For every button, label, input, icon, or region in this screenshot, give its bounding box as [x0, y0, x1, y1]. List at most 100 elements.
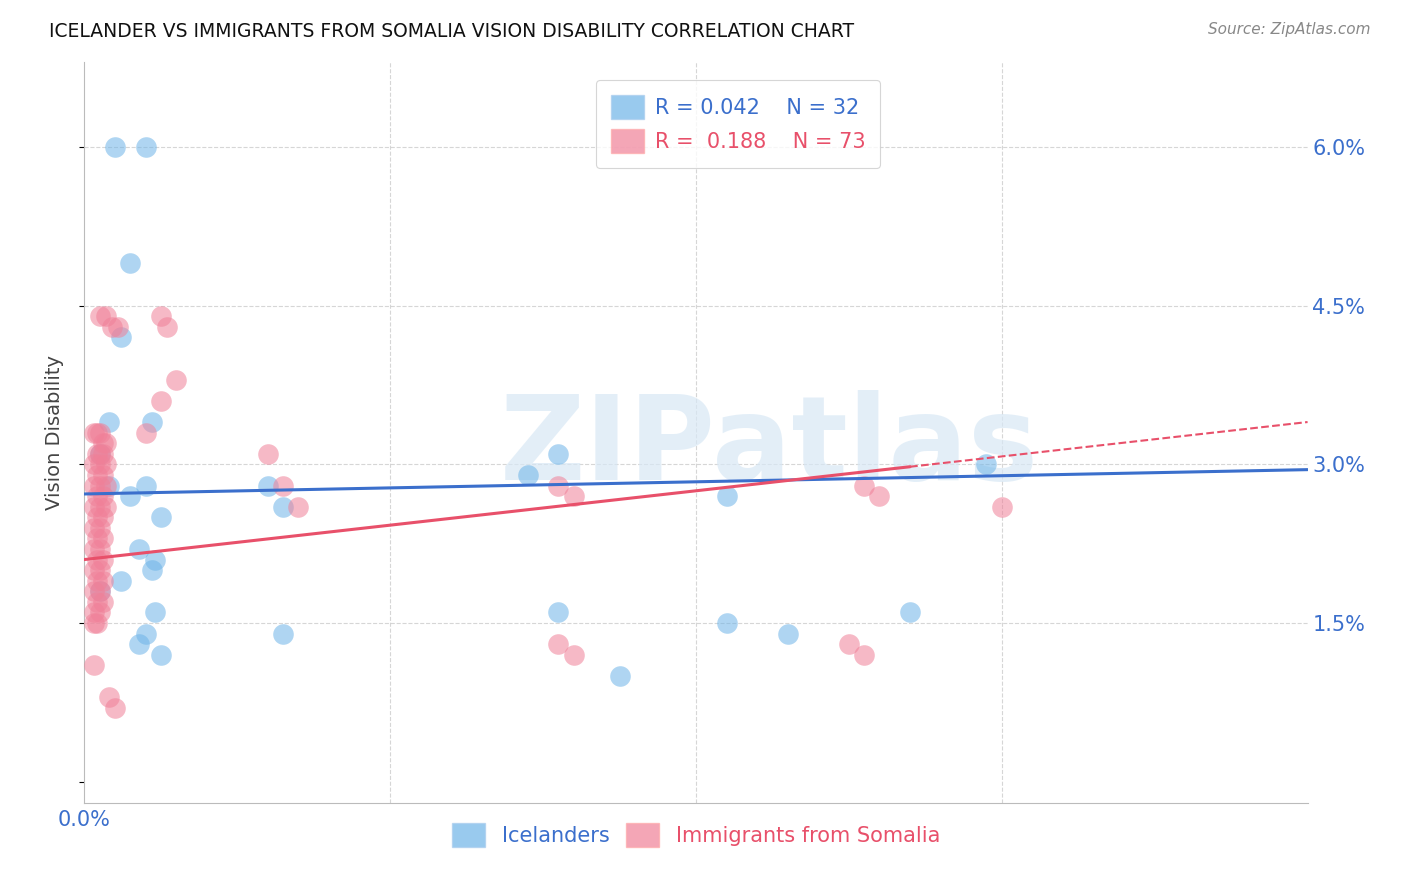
Point [135, 425, 157, 440]
Point [89, 584, 111, 599]
Point [97, 478, 120, 492]
Point [976, 458, 998, 472]
Point [86, 532, 108, 546]
Point [120, 256, 142, 270]
Point [94, 310, 117, 324]
Point [141, 415, 163, 429]
Point [149, 310, 172, 324]
Point [716, 615, 738, 630]
Point [91, 436, 114, 450]
Point [149, 393, 172, 408]
Point [547, 606, 569, 620]
Point [91, 532, 114, 546]
Point [716, 489, 738, 503]
Point [143, 552, 166, 566]
Text: ZIPatlas: ZIPatlas [499, 390, 1039, 505]
Point [110, 330, 132, 344]
Point [547, 478, 569, 492]
Point [94, 500, 117, 514]
Point [91, 510, 114, 524]
Point [89, 425, 111, 440]
Point [156, 319, 179, 334]
Point [135, 626, 157, 640]
Text: ICELANDER VS IMMIGRANTS FROM SOMALIA VISION DISABILITY CORRELATION CHART: ICELANDER VS IMMIGRANTS FROM SOMALIA VIS… [49, 22, 855, 41]
Point [135, 140, 157, 154]
Point [86, 467, 108, 482]
Point [89, 447, 111, 461]
Point [83, 584, 105, 599]
Point [128, 637, 150, 651]
Point [89, 447, 111, 461]
Point [516, 467, 538, 482]
Point [165, 373, 187, 387]
Point [86, 447, 108, 461]
Point [86, 489, 108, 503]
Point [104, 700, 127, 714]
Point [91, 574, 114, 588]
Point [97, 690, 120, 704]
Point [149, 648, 172, 662]
Point [776, 626, 799, 640]
Point [94, 458, 117, 472]
Text: Source: ZipAtlas.com: Source: ZipAtlas.com [1208, 22, 1371, 37]
Point [149, 510, 172, 524]
Point [562, 648, 585, 662]
Point [257, 447, 280, 461]
Point [898, 606, 921, 620]
Point [83, 658, 105, 673]
Point [89, 541, 111, 556]
Point [86, 425, 108, 440]
Y-axis label: Vision Disability: Vision Disability [45, 355, 63, 510]
Point [91, 552, 114, 566]
Point [838, 637, 860, 651]
Point [83, 606, 105, 620]
Point [287, 500, 309, 514]
Point [83, 458, 105, 472]
Point [271, 478, 294, 492]
Point [141, 563, 163, 577]
Point [101, 319, 124, 334]
Point [853, 648, 876, 662]
Point [86, 510, 108, 524]
Point [89, 478, 111, 492]
Point [83, 541, 105, 556]
Point [86, 574, 108, 588]
Point [271, 626, 294, 640]
Point [89, 584, 111, 599]
Point [609, 669, 631, 683]
Point [83, 500, 105, 514]
Point [86, 552, 108, 566]
Point [562, 489, 585, 503]
Point [991, 500, 1014, 514]
Point [107, 319, 129, 334]
Point [91, 447, 114, 461]
Point [89, 500, 111, 514]
Point [94, 478, 117, 492]
Point [110, 574, 132, 588]
Point [83, 615, 105, 630]
Point [547, 447, 569, 461]
Point [83, 425, 105, 440]
Point [86, 615, 108, 630]
Text: 0.0%: 0.0% [58, 810, 111, 830]
Point [120, 489, 142, 503]
Point [128, 541, 150, 556]
Point [89, 521, 111, 535]
Point [89, 606, 111, 620]
Point [86, 595, 108, 609]
Point [104, 140, 127, 154]
Point [91, 489, 114, 503]
Point [83, 521, 105, 535]
Point [89, 458, 111, 472]
Point [547, 637, 569, 651]
Point [853, 478, 876, 492]
Point [271, 500, 294, 514]
Point [94, 436, 117, 450]
Point [97, 415, 120, 429]
Point [135, 478, 157, 492]
Point [83, 563, 105, 577]
Point [89, 563, 111, 577]
Point [869, 489, 891, 503]
Point [91, 467, 114, 482]
Point [83, 478, 105, 492]
